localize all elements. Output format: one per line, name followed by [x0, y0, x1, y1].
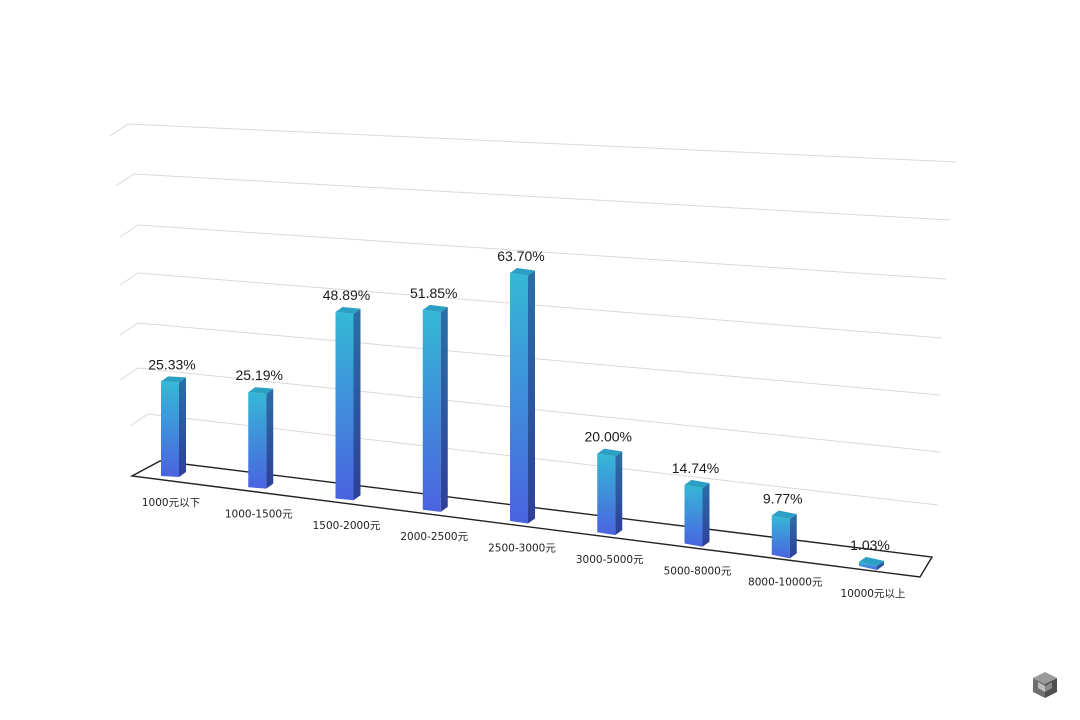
category-tick-label: 10000元以上 [841, 588, 906, 600]
bar-front-face [684, 484, 703, 547]
grid-line [115, 173, 951, 221]
bar [771, 510, 797, 559]
category-tick-label: 3000-5000元 [576, 554, 644, 566]
bar [422, 304, 448, 512]
bar-side-face [789, 514, 797, 559]
category-tick-label: 1000-1500元 [225, 508, 293, 520]
grid-line [119, 367, 941, 453]
bar-side-face [353, 308, 361, 501]
bar-top-cap [771, 510, 797, 520]
bar-front-face [597, 453, 616, 536]
category-tick-label: 1000元以下 [142, 497, 200, 509]
bar-front-face [771, 515, 790, 559]
cube-logo-icon [1033, 672, 1057, 698]
bar [859, 556, 884, 570]
bar [248, 387, 274, 489]
bar [161, 376, 186, 477]
bar-front-face [335, 312, 354, 501]
bar-top-cap [335, 307, 361, 314]
bar-side-face [528, 270, 535, 524]
bar-front-face [422, 309, 441, 512]
bar-side-face [615, 451, 623, 536]
data-label: 1.03% [850, 537, 890, 553]
grid-line [109, 123, 957, 163]
grid-line [119, 322, 941, 396]
data-label: 9.77% [763, 491, 803, 507]
data-labels: 25.33% 25.19% 48.89% 51.85% 63.70% 20.00% 14.7… [148, 248, 890, 553]
bar-top-cap [684, 479, 710, 489]
grid-line [119, 224, 947, 280]
data-label: 63.70% [497, 248, 544, 264]
bar-top-cap [422, 304, 448, 313]
bar-front-face [510, 272, 528, 524]
bar-front-face [248, 392, 267, 489]
bar-side-face [702, 483, 710, 547]
bar [684, 479, 710, 547]
floor-outline [129, 460, 934, 578]
data-label: 25.33% [148, 356, 195, 372]
category-tick-label: 2000-2500元 [400, 531, 468, 543]
bar [597, 448, 623, 536]
category-axis-labels: 1000元以下 1000-1500元 1500-2000元 2000-2500元 250… [142, 497, 906, 600]
grid-line [119, 272, 943, 339]
bar-series [161, 267, 884, 570]
bar-front-face [859, 561, 877, 570]
data-label: 20.00% [585, 429, 632, 445]
data-label: 51.85% [410, 285, 457, 301]
bar-front-face [161, 381, 179, 477]
data-label: 25.19% [236, 367, 283, 383]
bar-side-face [266, 388, 274, 489]
category-tick-label: 5000-8000元 [664, 565, 732, 577]
bar-side-face [440, 307, 448, 512]
grid-lines [109, 123, 957, 506]
data-label: 14.74% [672, 460, 719, 476]
category-tick-label: 2500-3000元 [488, 543, 556, 555]
bar-top-cap [597, 448, 623, 457]
data-label: 48.89% [323, 287, 370, 303]
bar [510, 267, 535, 524]
category-tick-label: 1500-2000元 [313, 520, 381, 532]
chart-floor [129, 460, 934, 578]
bar-top-cap [248, 387, 274, 394]
bar-top-cap [859, 556, 884, 566]
bar-top-cap [510, 267, 535, 276]
category-tick-label: 8000-10000元 [748, 577, 823, 589]
grid-line [129, 413, 939, 506]
bar-side-face [179, 377, 186, 477]
bar-top-cap [161, 376, 186, 383]
bar [335, 307, 361, 501]
bar-side-face [877, 560, 884, 570]
